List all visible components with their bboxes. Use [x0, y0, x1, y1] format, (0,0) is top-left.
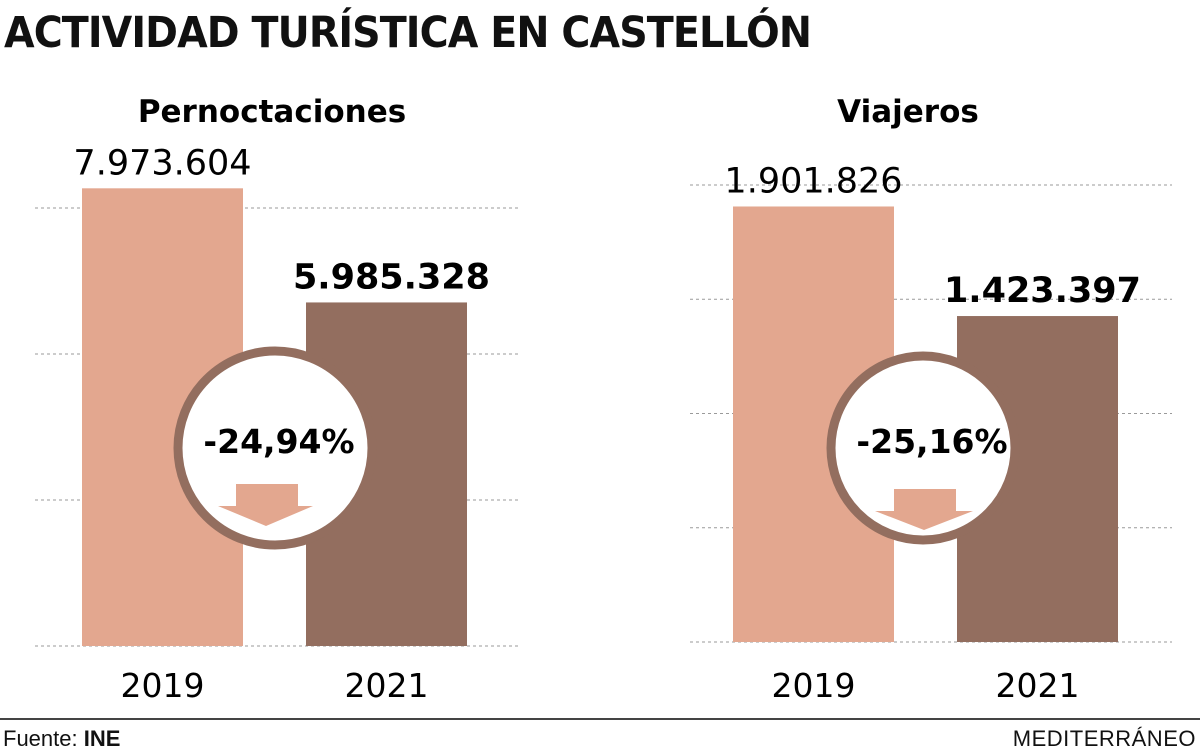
charts-canvas: Pernoctaciones 7.973.604 5.985.328 2019 … — [35, 94, 1172, 705]
chart-pernoctaciones-category-2019: 2019 — [121, 666, 205, 705]
chart-pernoctaciones-change-label: -24,94% — [203, 422, 354, 461]
footer-rule — [0, 718, 1200, 720]
chart-pernoctaciones-category-2021: 2021 — [345, 666, 429, 705]
chart-viajeros-value-2021: 1.423.397 — [944, 271, 1141, 311]
chart-pernoctaciones-value-2019: 7.973.604 — [73, 143, 251, 183]
change-circle — [173, 346, 377, 550]
chart-pernoctaciones-value-2021: 5.985.328 — [293, 257, 490, 297]
source-value: INE — [83, 726, 121, 751]
brand-name: MEDITERRÁNEO — [1012, 726, 1196, 751]
main-title: ACTIVIDAD TURÍSTICA EN CASTELLÓN — [4, 8, 812, 58]
change-circle — [826, 351, 1020, 545]
chart-viajeros-value-2019: 1.901.826 — [724, 161, 902, 201]
chart-viajeros-category-2021: 2021 — [996, 666, 1080, 705]
chart-pernoctaciones: Pernoctaciones 7.973.604 5.985.328 2019 … — [35, 94, 518, 705]
source-line: Fuente: INE — [3, 726, 120, 752]
chart-pernoctaciones-title: Pernoctaciones — [138, 94, 406, 130]
chart-viajeros-category-2019: 2019 — [772, 666, 856, 705]
down-arrow-icon — [218, 484, 313, 526]
chart-viajeros-title: Viajeros — [837, 94, 979, 130]
chart-viajeros-change-label: -25,16% — [856, 422, 1007, 461]
chart-viajeros-change-badge: -25,16% — [826, 351, 1020, 545]
down-arrow-icon — [875, 489, 973, 530]
chart-viajeros: Viajeros 1.901.826 1.423.397 2019 2021 -… — [690, 94, 1172, 705]
source-label: Fuente: — [3, 726, 78, 751]
chart-pernoctaciones-change-badge: -24,94% — [173, 346, 377, 550]
